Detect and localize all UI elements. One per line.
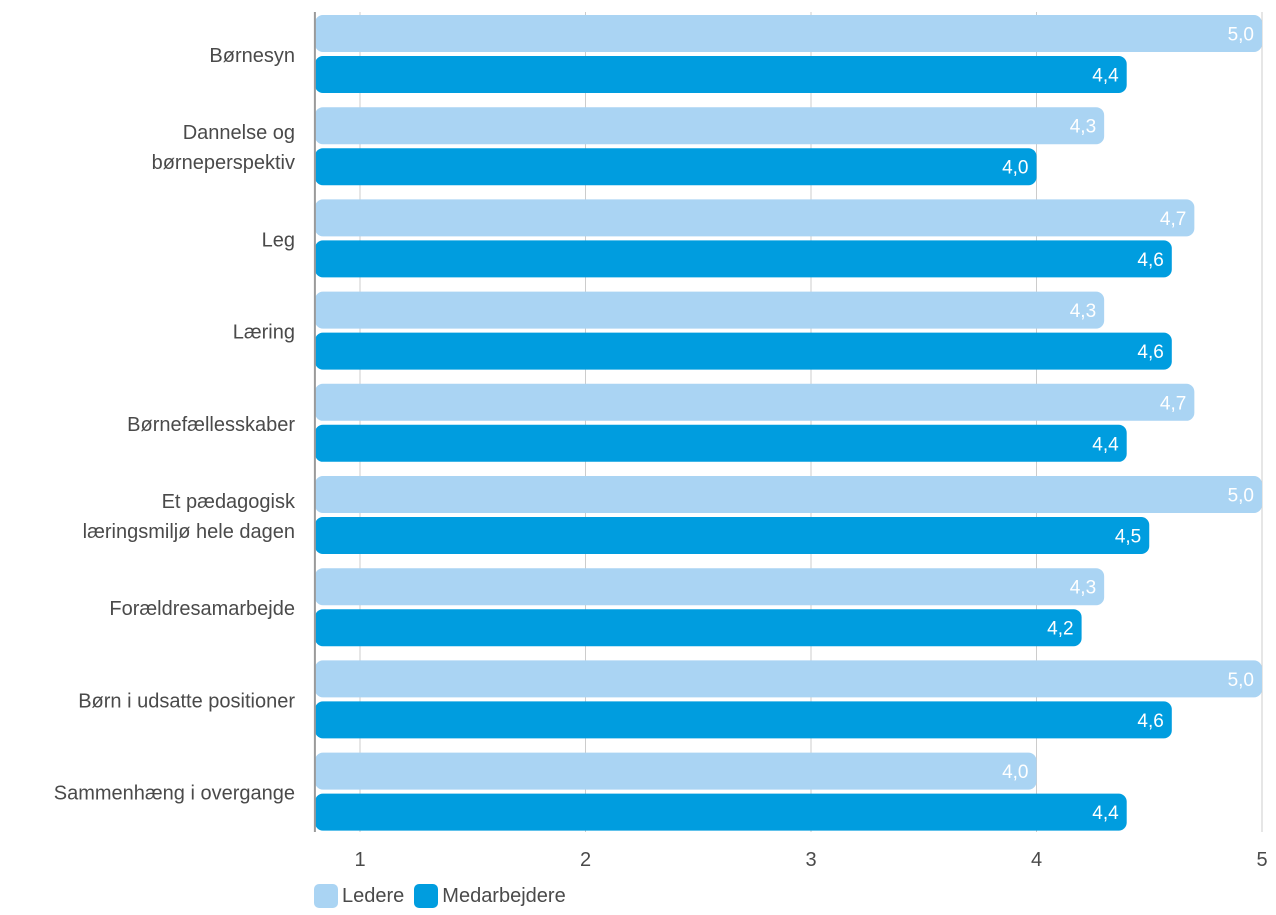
category-label: Sammenhæng i overgange	[54, 783, 295, 805]
bar-ledere	[314, 568, 1105, 606]
bar-ledere	[314, 476, 1262, 513]
x-tick-label: 2	[580, 849, 591, 871]
data-label: 4,5	[1115, 527, 1141, 548]
category-label: Læring	[233, 322, 295, 344]
bar-medarbejdere	[314, 517, 1150, 554]
data-label: 4,3	[1070, 301, 1096, 322]
bar-medarbejdere	[314, 424, 1127, 462]
data-label: 4,3	[1070, 578, 1096, 599]
bar-ledere	[314, 15, 1262, 52]
bar-medarbejdere	[314, 701, 1172, 739]
data-label: 4,4	[1092, 803, 1119, 824]
data-label: 4,4	[1092, 66, 1119, 87]
data-label: 5,0	[1228, 25, 1254, 46]
category-label: Dannelse og	[183, 122, 295, 144]
legend-label-ledere: Ledere	[342, 884, 405, 907]
legend-item-ledere: Ledere	[314, 884, 404, 908]
legend-swatch-ledere	[314, 884, 338, 908]
category-label: Børn i udsatte positioner	[78, 690, 295, 712]
x-tick-label: 1	[354, 849, 365, 871]
category-label: Forældresamarbejde	[109, 598, 295, 620]
category-label: børneperspektiv	[152, 152, 295, 174]
bar-ledere	[314, 199, 1195, 237]
x-tick-label: 4	[1031, 849, 1042, 871]
category-label: Leg	[262, 229, 295, 251]
data-label: 4,3	[1070, 117, 1096, 138]
data-label: 4,6	[1137, 342, 1163, 363]
data-label: 4,7	[1160, 393, 1186, 414]
bar-medarbejdere	[314, 793, 1127, 831]
bar-medarbejdere	[314, 148, 1037, 186]
data-label: 4,0	[1002, 762, 1028, 783]
bar-ledere	[314, 107, 1105, 145]
legend: Ledere Medarbejdere	[314, 884, 570, 908]
bar-medarbejdere	[314, 332, 1172, 370]
category-label: læringsmiljø hele dagen	[83, 521, 295, 543]
bar-ledere	[314, 383, 1195, 421]
data-label: 4,0	[1002, 158, 1028, 179]
x-tick-label: 5	[1256, 849, 1267, 871]
data-label: 4,6	[1137, 711, 1163, 732]
bar-medarbejdere	[314, 56, 1127, 93]
data-label: 4,7	[1160, 209, 1186, 230]
bar-ledere	[314, 291, 1105, 329]
data-label: 5,0	[1228, 670, 1254, 691]
category-label: Børnesyn	[209, 45, 295, 67]
data-label: 4,6	[1137, 250, 1163, 271]
legend-swatch-medarbejdere	[414, 884, 439, 908]
category-label: Et pædagogisk	[162, 491, 296, 513]
data-label: 4,2	[1047, 619, 1073, 640]
data-label: 4,4	[1092, 434, 1119, 455]
legend-label-medarbejdere: Medarbejdere	[442, 884, 566, 907]
bar-ledere	[314, 752, 1037, 790]
bar-medarbejdere	[314, 240, 1172, 278]
data-label: 5,0	[1228, 486, 1254, 507]
bar-ledere	[314, 660, 1262, 698]
category-label: Børnefællesskaber	[127, 414, 295, 436]
x-tick-label: 3	[805, 849, 816, 871]
bar-medarbejdere	[314, 609, 1082, 647]
legend-item-medarbejdere: Medarbejdere	[414, 884, 566, 908]
